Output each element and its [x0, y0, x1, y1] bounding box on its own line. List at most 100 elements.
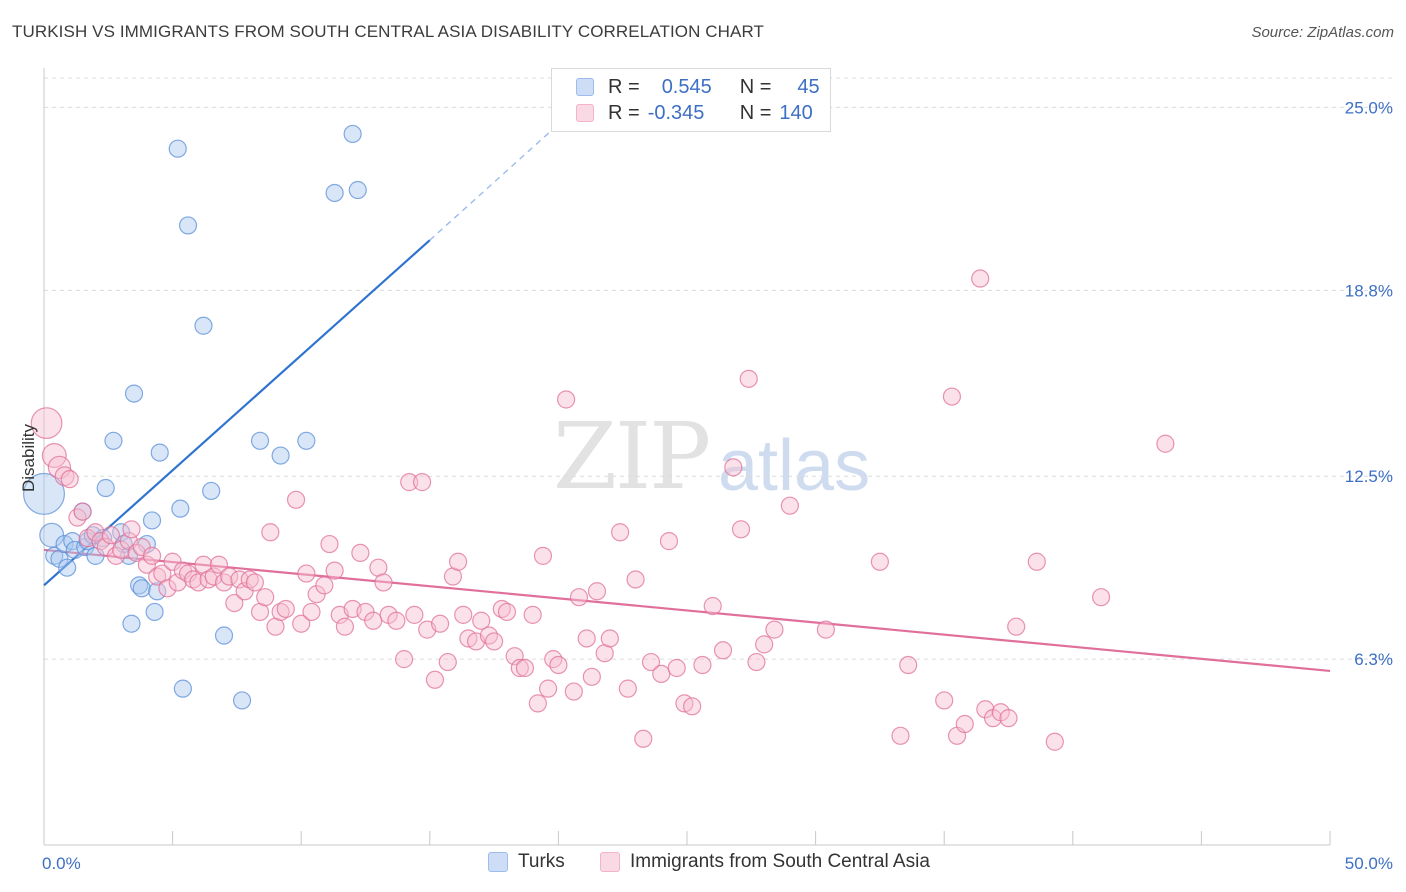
- immigrants-point: [713, 641, 733, 660]
- data-points: [23, 124, 1175, 751]
- turks-trend-line: [43, 239, 431, 587]
- turks-point: [124, 384, 144, 403]
- immigrants-trend-line: [43, 548, 1331, 673]
- legend-n-value: 45: [797, 75, 820, 98]
- immigrants-point: [600, 629, 619, 648]
- x-tick-label: 50.0%: [1345, 854, 1393, 873]
- turks-point: [130, 576, 149, 595]
- immigrants-point: [724, 458, 743, 477]
- immigrants-point: [204, 567, 223, 586]
- immigrants-point: [492, 599, 511, 619]
- immigrants-point: [101, 526, 120, 545]
- immigrants-point: [544, 650, 563, 669]
- immigrants-point: [142, 546, 162, 565]
- tick-labels: 6.3% 12.5% 18.8% 25.0% 0.0% 50.0% Disability: [19, 98, 1393, 873]
- chart-title: TURKISH VS IMMIGRANTS FROM SOUTH CENTRAL…: [12, 22, 765, 41]
- immigrants-point: [731, 520, 751, 539]
- immigrants-point: [816, 620, 835, 639]
- immigrants-point: [870, 552, 890, 571]
- immigrants-point: [199, 570, 218, 589]
- turks-point: [214, 626, 234, 645]
- immigrants-point: [325, 561, 344, 580]
- immigrants-point: [577, 629, 596, 648]
- immigrants-point: [209, 555, 228, 574]
- immigrants-point: [739, 369, 758, 388]
- immigrants-point: [412, 473, 432, 492]
- immigrants-point: [91, 532, 110, 551]
- immigrants-point: [225, 593, 244, 613]
- turks-point: [23, 472, 65, 515]
- legend-r-label: R =: [608, 101, 640, 124]
- legend-swatch-immigrants: [576, 104, 594, 122]
- y-axis-label: Disability: [19, 423, 38, 492]
- immigrants-point: [747, 652, 766, 672]
- immigrants-point: [73, 502, 92, 521]
- turks-point: [250, 431, 270, 450]
- immigrants-point: [510, 658, 529, 678]
- turks-point: [194, 316, 213, 335]
- turks-point: [271, 446, 290, 465]
- turks-point: [178, 216, 198, 235]
- immigrants-point: [335, 617, 355, 636]
- immigrants-point: [497, 602, 517, 622]
- immigrants-point: [505, 647, 524, 666]
- immigrants-point: [1156, 434, 1175, 453]
- immigrants-point: [693, 655, 712, 675]
- immigrants-point: [240, 570, 259, 589]
- turks-point: [104, 431, 123, 450]
- legend-n-value: 140: [779, 101, 813, 124]
- immigrants-point: [485, 632, 504, 651]
- legend-n-label: N =: [739, 101, 772, 124]
- immigrants-point: [528, 694, 547, 713]
- turks-point: [325, 183, 344, 203]
- y-tick-label: 12.5%: [1345, 467, 1393, 486]
- immigrants-point: [387, 611, 406, 630]
- immigrants-point: [626, 570, 645, 589]
- immigrants-point: [569, 588, 589, 607]
- turks-point: [173, 679, 192, 698]
- watermark-atlas: atlas: [718, 426, 871, 506]
- immigrants-point: [271, 602, 290, 622]
- turks-point: [297, 431, 316, 450]
- immigrants-point: [1045, 732, 1064, 751]
- immigrants-point: [315, 576, 334, 595]
- immigrants-point: [148, 567, 167, 586]
- immigrants-point: [634, 729, 653, 748]
- immigrants-point: [587, 582, 607, 601]
- legend-r-value: 0.545: [661, 75, 712, 98]
- turks-point: [232, 691, 252, 710]
- immigrants-point: [425, 670, 445, 689]
- immigrants-point: [374, 573, 393, 592]
- legend-swatch-turks: [576, 78, 594, 96]
- immigrants-point: [1007, 617, 1026, 636]
- turks-point: [45, 546, 64, 565]
- turks-point: [65, 540, 84, 560]
- immigrants-point: [942, 387, 962, 406]
- turks-point: [171, 499, 190, 518]
- immigrants-point: [292, 614, 311, 633]
- chart-source: Source: ZipAtlas.com: [1251, 24, 1394, 41]
- immigrants-point: [351, 543, 370, 563]
- turks-point: [142, 511, 162, 530]
- immigrants-point: [68, 508, 87, 527]
- series-swatch-turks: [488, 852, 508, 872]
- immigrants-point: [448, 552, 468, 571]
- series-legend-label: Immigrants from South Central Asia: [630, 851, 930, 872]
- immigrants-point: [256, 588, 275, 607]
- immigrants-point: [106, 546, 126, 565]
- turks-point: [132, 579, 151, 598]
- immigrants-point: [472, 611, 491, 630]
- immigrants-point: [755, 635, 774, 654]
- immigrants-point: [1027, 552, 1046, 571]
- immigrants-point: [564, 682, 583, 701]
- immigrants-point: [400, 473, 419, 492]
- immigrants-point: [618, 679, 637, 698]
- correlation-legend: R = 0.545 N = 45 R = -0.345 N = 140: [551, 68, 831, 132]
- immigrants-point: [659, 532, 679, 551]
- immigrants-point: [999, 709, 1018, 728]
- legend-n-label: N =: [739, 75, 772, 98]
- immigrants-point: [214, 573, 234, 592]
- watermark-zip: ZIP: [553, 403, 711, 510]
- legend-row-immigrants: R = -0.345 N = 140: [576, 101, 813, 125]
